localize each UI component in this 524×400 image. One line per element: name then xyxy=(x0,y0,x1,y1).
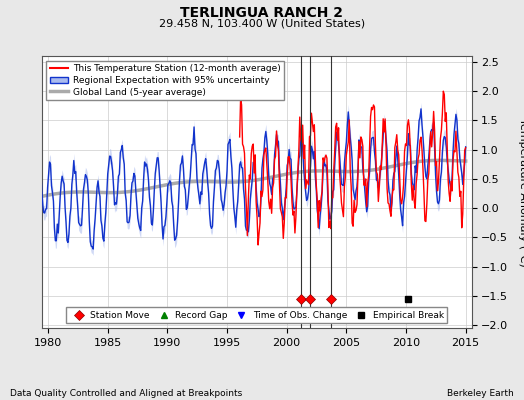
Text: Berkeley Earth: Berkeley Earth xyxy=(447,389,514,398)
Y-axis label: Temperature Anomaly (°C): Temperature Anomaly (°C) xyxy=(518,118,524,266)
Text: TERLINGUA RANCH 2: TERLINGUA RANCH 2 xyxy=(180,6,344,20)
Legend: Station Move, Record Gap, Time of Obs. Change, Empirical Break: Station Move, Record Gap, Time of Obs. C… xyxy=(66,307,447,324)
Text: 29.458 N, 103.400 W (United States): 29.458 N, 103.400 W (United States) xyxy=(159,18,365,28)
Text: Data Quality Controlled and Aligned at Breakpoints: Data Quality Controlled and Aligned at B… xyxy=(10,389,243,398)
